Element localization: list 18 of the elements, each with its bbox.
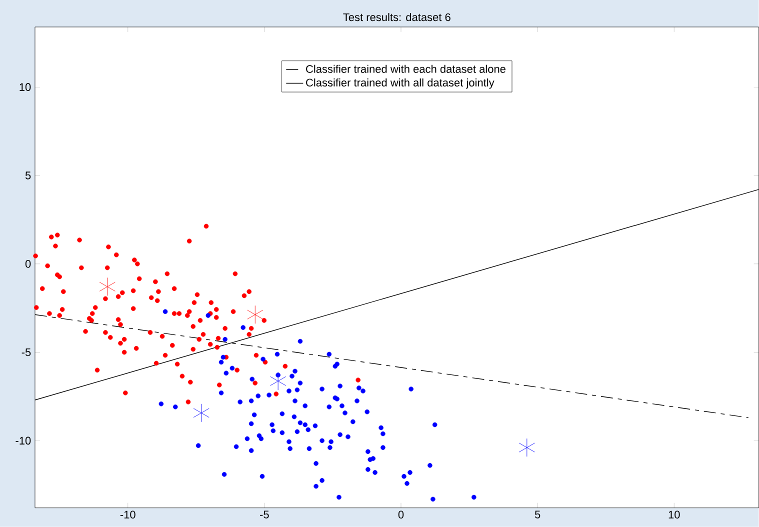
y-tick-label: 10 (20, 83, 31, 92)
x-tick-label: -5 (260, 510, 269, 518)
x-tick-label: 10 (668, 510, 680, 519)
point (270, 372, 286, 390)
point (99, 278, 116, 296)
y-tick-label: -5 (22, 348, 31, 356)
y-tick-label: -10 (16, 436, 31, 445)
legend-label: Classifier trained with all dataset jointly (306, 78, 494, 89)
point (247, 305, 264, 324)
point (518, 438, 535, 457)
point (193, 404, 210, 422)
x-tick-label: -10 (120, 510, 136, 519)
y-tick-label: 5 (25, 172, 31, 180)
legend-label: Classifier trained with each dataset alone (306, 64, 506, 73)
x-tick-label: 0 (398, 510, 404, 519)
x-tick-label: 5 (534, 510, 540, 518)
y-tick-label: 0 (25, 260, 31, 268)
chart-title: Test results: dataset 6 (343, 13, 450, 22)
